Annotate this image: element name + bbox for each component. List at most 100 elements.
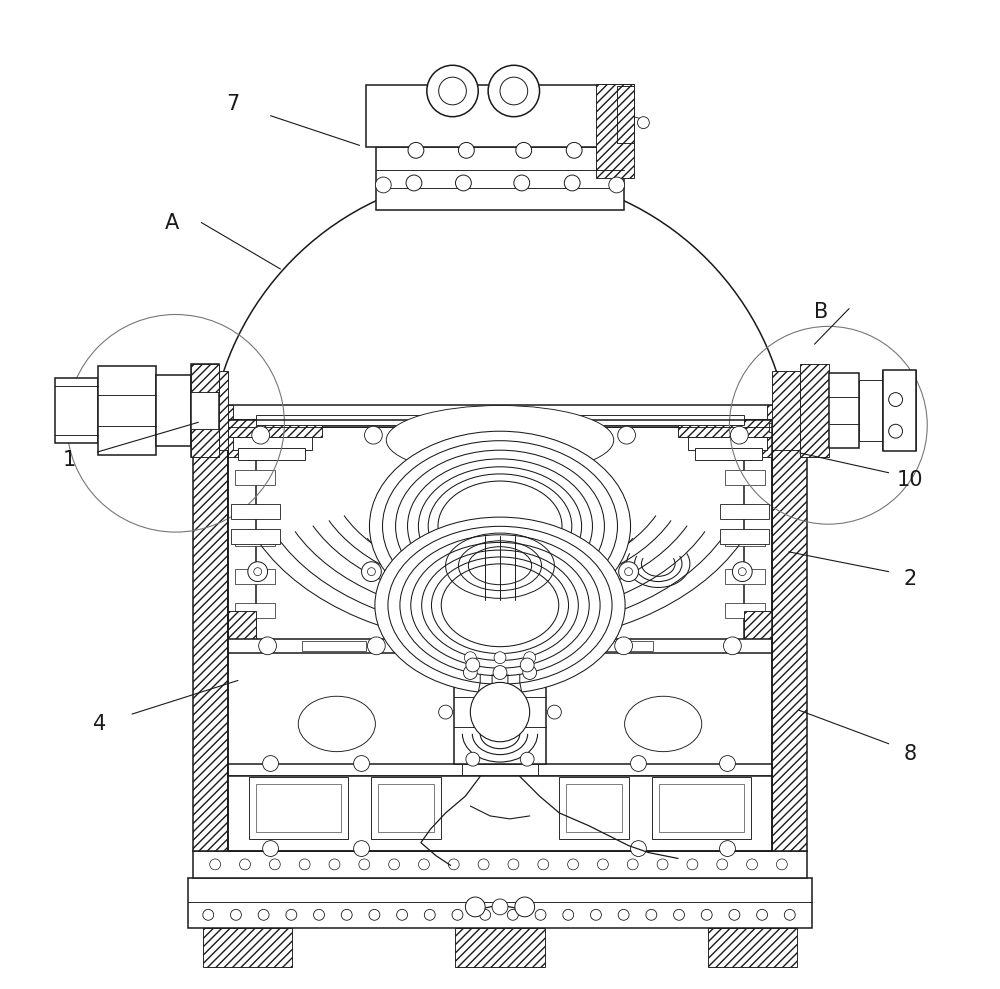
Ellipse shape [422, 550, 578, 661]
Circle shape [701, 910, 712, 920]
Circle shape [286, 910, 297, 920]
Bar [767, 405, 807, 437]
Ellipse shape [408, 459, 592, 593]
Circle shape [720, 756, 735, 771]
Circle shape [375, 177, 391, 193]
Circle shape [341, 910, 352, 920]
Bar [441, 641, 505, 651]
Bar [708, 928, 797, 967]
Circle shape [493, 666, 507, 679]
Circle shape [470, 682, 530, 742]
Bar [256, 784, 341, 832]
Bar [566, 784, 622, 832]
Circle shape [465, 897, 485, 917]
Circle shape [240, 858, 250, 870]
Circle shape [609, 177, 625, 193]
Circle shape [566, 142, 582, 158]
Circle shape [590, 910, 601, 920]
Bar [193, 415, 228, 851]
Circle shape [494, 652, 506, 664]
Circle shape [520, 658, 534, 672]
Bar [800, 364, 829, 457]
Circle shape [263, 841, 278, 856]
Text: 2: 2 [904, 569, 917, 588]
Bar [829, 373, 859, 448]
Bar [302, 641, 366, 651]
Bar [652, 777, 751, 839]
Text: A: A [165, 213, 179, 232]
Bar [462, 764, 538, 775]
Bar [98, 366, 156, 455]
Circle shape [889, 393, 903, 406]
Circle shape [252, 426, 270, 444]
Ellipse shape [383, 441, 617, 611]
Circle shape [524, 652, 536, 664]
Bar [883, 371, 916, 450]
Ellipse shape [431, 557, 569, 654]
Bar [659, 784, 744, 832]
Ellipse shape [411, 542, 589, 669]
Circle shape [631, 841, 646, 856]
Circle shape [618, 910, 629, 920]
Circle shape [419, 858, 429, 870]
Bar [191, 405, 810, 427]
Bar [231, 529, 280, 544]
Bar [725, 470, 765, 485]
Circle shape [717, 858, 728, 870]
Circle shape [568, 858, 579, 870]
Circle shape [889, 424, 903, 438]
Circle shape [687, 858, 698, 870]
Circle shape [563, 910, 574, 920]
Circle shape [757, 910, 768, 920]
Bar [720, 504, 769, 519]
Circle shape [448, 858, 459, 870]
Ellipse shape [388, 526, 612, 684]
Bar [455, 928, 545, 967]
Circle shape [618, 426, 635, 444]
Ellipse shape [438, 481, 562, 572]
Bar [228, 420, 256, 648]
Bar [235, 569, 275, 584]
Circle shape [259, 637, 276, 655]
Bar [188, 878, 812, 928]
Text: 10: 10 [897, 470, 924, 490]
Circle shape [657, 858, 668, 870]
Circle shape [464, 652, 476, 664]
Bar [55, 378, 98, 443]
Ellipse shape [298, 696, 375, 752]
Circle shape [514, 175, 530, 191]
Bar [235, 603, 275, 618]
Circle shape [492, 899, 508, 915]
Bar [191, 364, 219, 457]
Bar [378, 784, 434, 832]
Bar [193, 851, 807, 878]
Text: 4: 4 [93, 714, 106, 734]
Circle shape [248, 562, 268, 582]
Bar [228, 764, 772, 776]
Bar [454, 661, 546, 764]
Bar [589, 641, 653, 651]
Bar [219, 371, 228, 450]
Circle shape [625, 568, 633, 576]
Circle shape [631, 756, 646, 771]
Circle shape [439, 705, 453, 719]
Circle shape [203, 910, 214, 920]
Bar [249, 777, 348, 839]
Circle shape [523, 666, 537, 679]
Bar [235, 531, 275, 546]
Ellipse shape [369, 431, 631, 621]
Circle shape [674, 910, 684, 920]
Circle shape [314, 910, 324, 920]
Circle shape [362, 562, 381, 582]
Bar [228, 427, 256, 457]
Circle shape [478, 858, 489, 870]
Circle shape [367, 568, 375, 576]
Bar [695, 448, 762, 460]
Circle shape [424, 910, 435, 920]
Circle shape [538, 858, 549, 870]
Circle shape [547, 705, 561, 719]
Circle shape [458, 142, 474, 158]
Bar [228, 639, 772, 653]
Circle shape [615, 637, 633, 655]
Bar [366, 85, 634, 147]
